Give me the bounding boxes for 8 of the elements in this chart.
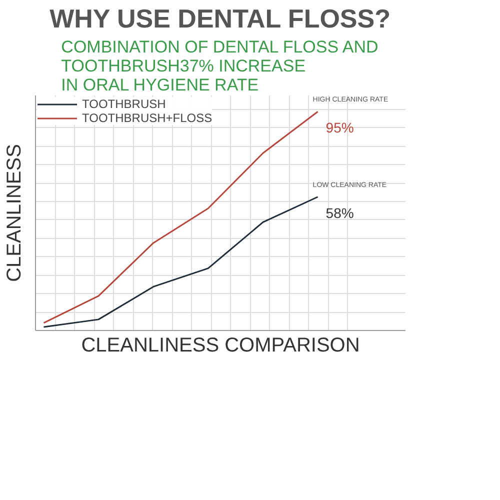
data-label: 95% — [326, 120, 354, 136]
data-label: 58% — [326, 204, 354, 221]
y-axis-title: CLEANLINESS — [4, 144, 26, 282]
chart-title: WHY USE DENTAL FLOSS? — [50, 4, 390, 34]
legend-label: TOOTHBRUSH+FLOSS — [82, 111, 212, 125]
chart-subtitle: COMBINATION OF DENTAL FLOSS AND TOOTHBRUSH37% INCREASE IN ORAL HYGIENE RATE — [61, 38, 378, 94]
x-axis-title: CLEANLINESS COMPARISON — [81, 334, 360, 356]
legend-label: TOOTHBRUSH — [82, 97, 166, 111]
